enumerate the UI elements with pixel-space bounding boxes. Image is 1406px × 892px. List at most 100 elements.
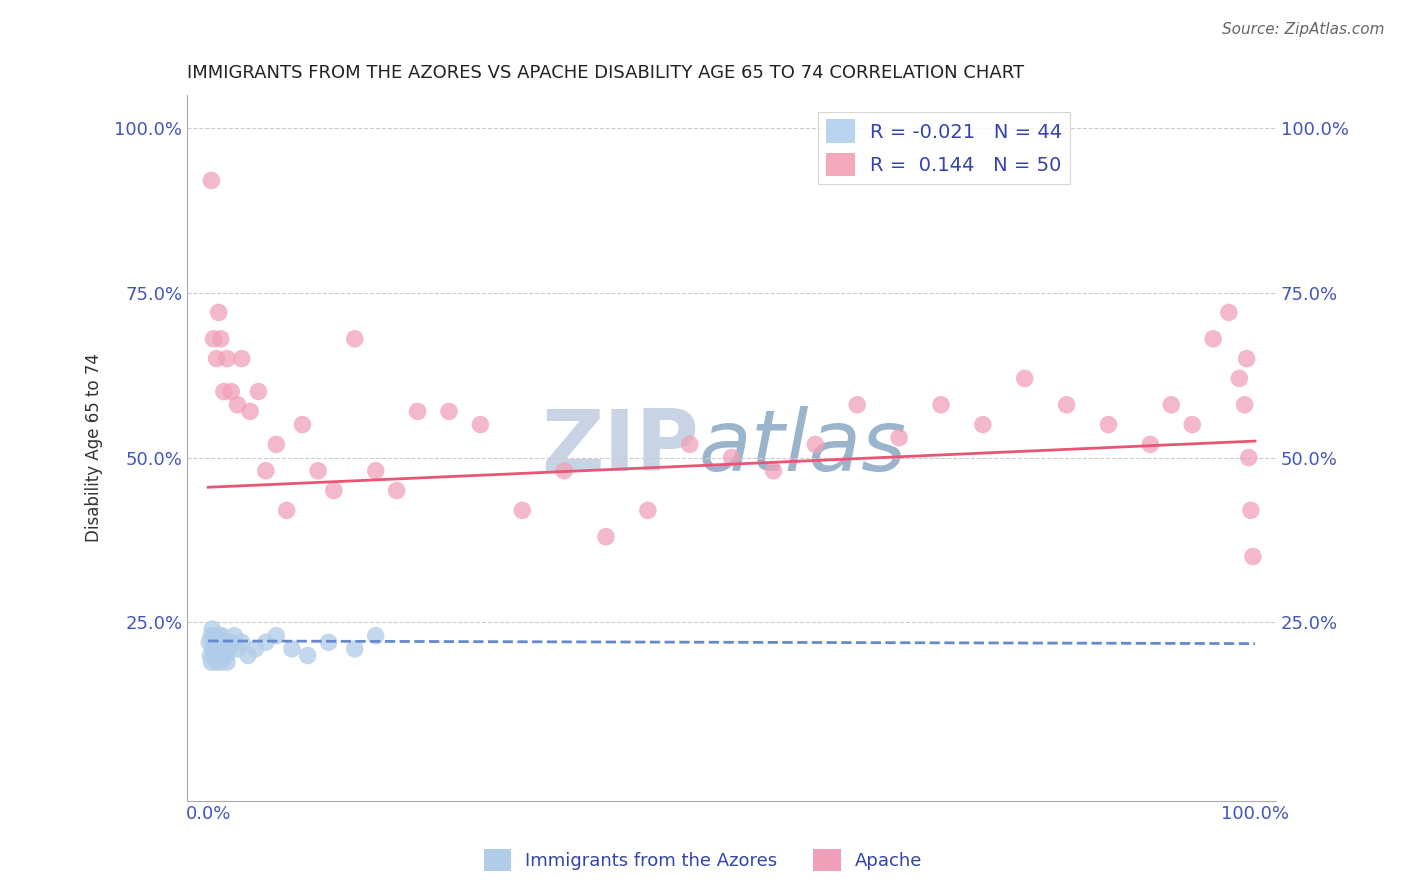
Point xyxy=(720,450,742,465)
Point xyxy=(208,648,231,663)
Point xyxy=(207,629,229,643)
Point xyxy=(972,417,994,432)
Point xyxy=(307,464,329,478)
Point xyxy=(1014,371,1036,385)
Point xyxy=(208,641,231,656)
Point xyxy=(204,641,226,656)
Point xyxy=(437,404,460,418)
Point xyxy=(239,404,262,418)
Point xyxy=(929,398,952,412)
Point xyxy=(291,417,314,432)
Point xyxy=(217,635,239,649)
Point xyxy=(224,629,246,643)
Point xyxy=(202,648,225,663)
Text: ZIP: ZIP xyxy=(541,406,699,489)
Point xyxy=(204,629,226,643)
Point xyxy=(212,384,235,399)
Point xyxy=(202,635,225,649)
Point xyxy=(679,437,702,451)
Text: IMMIGRANTS FROM THE AZORES VS APACHE DISABILITY AGE 65 TO 74 CORRELATION CHART: IMMIGRANTS FROM THE AZORES VS APACHE DIS… xyxy=(187,64,1025,82)
Point xyxy=(553,464,575,478)
Point xyxy=(1241,549,1264,564)
Point xyxy=(202,332,225,346)
Point xyxy=(204,648,226,663)
Legend: R = -0.021   N = 44, R =  0.144   N = 50: R = -0.021 N = 44, R = 0.144 N = 50 xyxy=(818,112,1070,185)
Point xyxy=(200,655,222,669)
Point xyxy=(364,629,387,643)
Point xyxy=(207,648,229,663)
Point xyxy=(198,635,221,649)
Point xyxy=(211,629,233,643)
Point xyxy=(205,641,228,656)
Point xyxy=(215,351,238,366)
Y-axis label: Disability Age 65 to 74: Disability Age 65 to 74 xyxy=(86,353,103,542)
Point xyxy=(343,332,366,346)
Point xyxy=(201,641,224,656)
Point xyxy=(318,635,340,649)
Point xyxy=(209,655,232,669)
Point xyxy=(215,648,238,663)
Point xyxy=(637,503,659,517)
Point xyxy=(1237,450,1260,465)
Point xyxy=(804,437,827,451)
Point xyxy=(231,635,253,649)
Point xyxy=(208,629,231,643)
Point xyxy=(1218,305,1240,319)
Point xyxy=(219,384,242,399)
Point xyxy=(364,464,387,478)
Point xyxy=(264,437,287,451)
Point xyxy=(1139,437,1161,451)
Point xyxy=(1181,417,1204,432)
Point xyxy=(1233,398,1256,412)
Point xyxy=(211,641,233,656)
Point xyxy=(209,332,232,346)
Point xyxy=(264,629,287,643)
Point xyxy=(470,417,492,432)
Point xyxy=(1202,332,1225,346)
Point xyxy=(595,530,617,544)
Point xyxy=(1056,398,1078,412)
Point xyxy=(385,483,408,498)
Point xyxy=(281,641,304,656)
Point xyxy=(208,305,231,319)
Point xyxy=(231,351,253,366)
Point xyxy=(212,648,235,663)
Point xyxy=(205,655,228,669)
Point xyxy=(236,648,259,663)
Legend: Immigrants from the Azores, Apache: Immigrants from the Azores, Apache xyxy=(477,842,929,879)
Point xyxy=(762,464,785,478)
Point xyxy=(887,431,910,445)
Point xyxy=(209,635,232,649)
Point xyxy=(201,622,224,636)
Point xyxy=(1236,351,1258,366)
Point xyxy=(204,635,226,649)
Point xyxy=(1097,417,1119,432)
Point xyxy=(214,641,236,656)
Point xyxy=(1227,371,1250,385)
Point xyxy=(226,641,249,656)
Text: atlas: atlas xyxy=(699,406,907,489)
Point xyxy=(218,641,240,656)
Point xyxy=(200,629,222,643)
Point xyxy=(208,635,231,649)
Point xyxy=(510,503,533,517)
Point xyxy=(212,635,235,649)
Point xyxy=(1160,398,1182,412)
Point xyxy=(205,351,228,366)
Point xyxy=(297,648,319,663)
Text: Source: ZipAtlas.com: Source: ZipAtlas.com xyxy=(1222,22,1385,37)
Point xyxy=(247,384,270,399)
Point xyxy=(200,648,222,663)
Point xyxy=(1240,503,1263,517)
Point xyxy=(254,635,277,649)
Point xyxy=(254,464,277,478)
Point xyxy=(200,173,222,187)
Point xyxy=(215,655,238,669)
Point xyxy=(343,641,366,656)
Point xyxy=(219,635,242,649)
Point xyxy=(322,483,344,498)
Point xyxy=(276,503,298,517)
Point xyxy=(245,641,267,656)
Point xyxy=(406,404,429,418)
Point xyxy=(226,398,249,412)
